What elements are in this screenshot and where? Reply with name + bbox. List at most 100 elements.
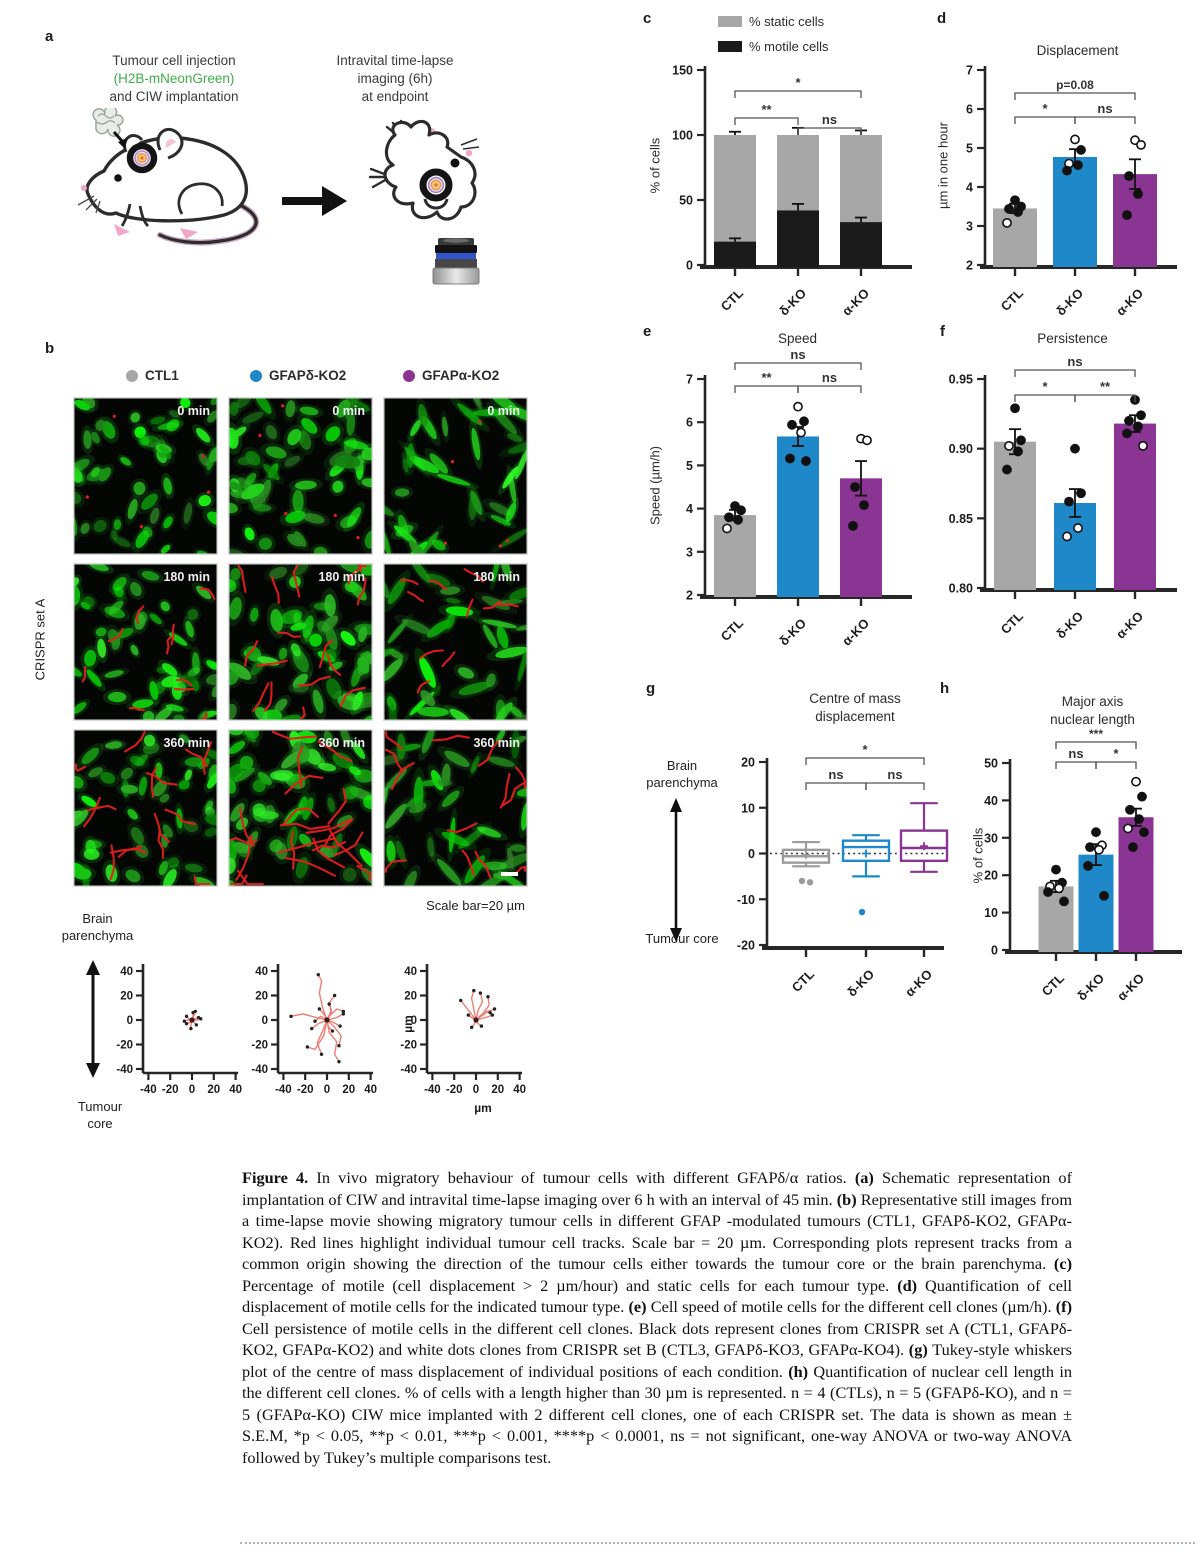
svg-text:*: * [1113, 746, 1119, 761]
svg-text:ns: ns [887, 767, 902, 782]
mouse-imaging-illustration [368, 119, 480, 221]
caption-segment: Tukey-style whiskers plot of the centre … [242, 1340, 1073, 1381]
svg-text:0: 0 [127, 1015, 133, 1027]
mouse-ear-inner [165, 139, 176, 148]
svg-text:-40: -40 [424, 1084, 441, 1096]
caption-segment: (h) [788, 1361, 809, 1381]
svg-text:40: 40 [404, 966, 417, 978]
svg-text:20: 20 [120, 991, 133, 1003]
svg-text:α-KO: α-KO [1113, 609, 1146, 642]
mouse-ear2 [123, 134, 144, 153]
svg-text:180 min: 180 min [318, 570, 365, 584]
svg-text:0 min: 0 min [177, 404, 210, 418]
mouse-front-leg2 [138, 205, 150, 227]
panel-a-right-line3: at endpoint [361, 89, 429, 104]
chart-d-canvas: 2 3 4 5 6 7 CTL δ-KO α-KO * nsp=0.08 [966, 64, 1177, 317]
svg-text:20: 20 [491, 1084, 504, 1096]
panel-d-letter: d [937, 10, 947, 27]
micrograph-GFAPα-KO2-360 min: 360 min [383, 729, 528, 887]
panel-a-right-line2: imaging (6h) [357, 71, 433, 86]
svg-text:20: 20 [255, 991, 268, 1003]
micrograph-GFAPα-KO2-180 min: 180 min [383, 563, 528, 721]
bottom-divider [240, 1542, 1195, 1544]
svg-text:40: 40 [229, 1084, 242, 1096]
panel-e-letter: e [643, 323, 652, 340]
svg-text:δ-KO: δ-KO [1053, 609, 1086, 642]
svg-text:ns: ns [822, 112, 837, 127]
svg-text:α-KO: α-KO [902, 967, 935, 1000]
caption-segment: In vivo migratory behaviour of tumour ce… [308, 1168, 855, 1187]
svg-text:CTL: CTL [718, 285, 747, 314]
svg-text:-10: -10 [737, 893, 755, 907]
svg-text:10: 10 [984, 906, 998, 920]
svg-text:p=0.08: p=0.08 [1056, 78, 1094, 92]
ctl1-dot-icon [126, 369, 138, 382]
svg-text:40: 40 [255, 966, 268, 978]
cranial-window-2 [419, 168, 453, 202]
microscope-objective-icon [432, 238, 480, 285]
svg-text:20: 20 [984, 869, 998, 883]
caption-segment: (b) [836, 1189, 857, 1209]
svg-text:360 min: 360 min [163, 736, 210, 750]
legend-gfapd-ko2-label: GFAPδ-KO2 [269, 368, 347, 383]
svg-text:µm: µm [401, 1015, 415, 1033]
svg-text:ns: ns [822, 370, 837, 385]
svg-text:µm: µm [474, 1101, 492, 1115]
svg-text:CTL: CTL [998, 608, 1027, 637]
svg-text:2: 2 [966, 259, 973, 273]
caption-segment: (d) [897, 1275, 918, 1295]
legend-static-cells: % static cells [718, 14, 824, 29]
svg-text:δ-KO: δ-KO [844, 967, 877, 1000]
svg-text:**: ** [761, 370, 772, 385]
svg-text:0: 0 [686, 259, 693, 273]
svg-text:ns: ns [1067, 354, 1082, 369]
gfapa-ko2-dot-icon [403, 369, 415, 382]
svg-text:ns: ns [828, 767, 843, 782]
svg-text:ns: ns [1097, 101, 1112, 116]
panel-c-letter: c [643, 10, 652, 27]
svg-text:40: 40 [513, 1084, 526, 1096]
svg-text:180 min: 180 min [473, 570, 520, 584]
svg-text:0: 0 [189, 1084, 195, 1096]
panel-b-letter: b [45, 340, 55, 357]
caption-segment: Quantification of cell displacement of m… [242, 1275, 1073, 1317]
caption-segment: (a) [854, 1168, 874, 1187]
svg-text:*: * [795, 75, 801, 90]
svg-text:150: 150 [672, 64, 693, 78]
mouse-nose [81, 185, 87, 191]
svg-text:δ-KO: δ-KO [1074, 971, 1107, 1004]
mouse2-eye [450, 158, 460, 168]
svg-text:α-KO: α-KO [1113, 286, 1146, 317]
micrograph-GFAPδ-KO2-180 min: 180 min [228, 563, 373, 721]
svg-text:α-KO: α-KO [839, 286, 872, 317]
svg-text:100: 100 [672, 129, 693, 143]
panel-a-letter: a [45, 28, 54, 45]
panel-a-right-caption: Intravital time-lapse imaging (6h) at en… [328, 52, 462, 106]
micrograph-CTL1-360 min: 360 min [73, 729, 218, 887]
svg-text:0.95: 0.95 [949, 373, 973, 387]
caption-segment: Quantification of nuclear cell length in… [242, 1361, 1072, 1467]
svg-text:50: 50 [984, 757, 998, 771]
svg-text:α-KO: α-KO [1114, 971, 1147, 1004]
caption-segment: Figure 4. [242, 1168, 309, 1187]
panel-h-letter: h [940, 680, 950, 697]
svg-text:0.90: 0.90 [949, 442, 973, 456]
chart-e-canvas: 2 3 4 5 6 7 CTL δ-KO α-KO ** ns ns [686, 347, 912, 649]
svg-text:0: 0 [262, 1015, 268, 1027]
svg-text:20: 20 [342, 1084, 355, 1096]
svg-text:4: 4 [686, 502, 693, 516]
chart-g-canvas: -20 -10 0 10 20 CTL δ-KO α-KO ns ns * [670, 742, 949, 1000]
mouse2-chin [423, 198, 449, 210]
panel-g-letter: g [646, 680, 656, 697]
svg-text:CTL: CTL [1039, 970, 1068, 999]
micrograph-GFAPδ-KO2-360 min: 360 min [228, 729, 373, 887]
legend-motile-cells: % motile cells [718, 39, 828, 54]
motile-cells-swatch [718, 41, 742, 52]
mouse2-nose [465, 149, 473, 157]
direction-top-label: Brain parenchyma [61, 911, 134, 943]
panel-g-title: Centre of mass displacement [809, 691, 901, 724]
svg-text:7: 7 [966, 64, 973, 78]
svg-text:6: 6 [966, 103, 973, 117]
svg-text:-40: -40 [251, 1064, 268, 1076]
